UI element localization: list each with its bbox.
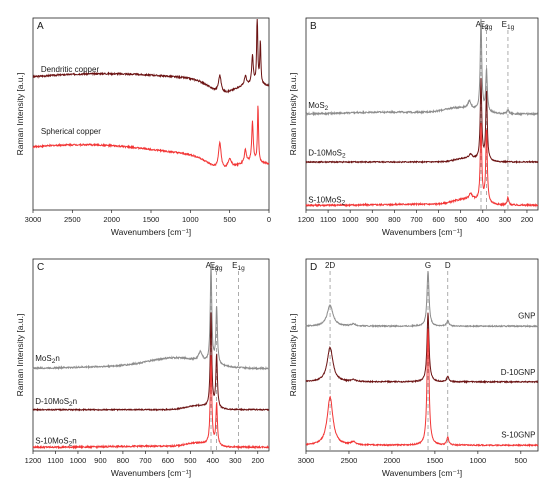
- ref-line-label: E1g: [502, 20, 515, 31]
- x-tick-label: 500: [515, 456, 528, 465]
- x-tick-label: 700: [139, 456, 152, 465]
- x-tick-label: 1100: [320, 215, 336, 224]
- series-label: Dendritic copper: [41, 65, 100, 74]
- series-label: D-10MoS2n: [35, 397, 77, 408]
- x-tick-label: 900: [366, 215, 379, 224]
- x-tick-label: 1500: [143, 215, 160, 224]
- y-axis-label: Raman Intensity [a.u.]: [288, 73, 298, 156]
- series-line: [32, 18, 270, 94]
- series-label: MoS2n: [35, 354, 60, 365]
- series-line: [305, 122, 539, 208]
- y-axis-label: Raman Intensity [a.u.]: [15, 314, 25, 397]
- panel-letter: C: [37, 262, 44, 273]
- series-label: GNP: [518, 312, 535, 321]
- x-axis-label: Wavenumbers [cm⁻¹]: [382, 468, 462, 478]
- x-tick-label: 700: [410, 215, 423, 224]
- ref-line-label: E1g: [232, 261, 245, 272]
- ref-line-label: A1g: [206, 261, 219, 272]
- series-line: [305, 270, 539, 329]
- x-tick-label: 1200: [25, 456, 42, 465]
- x-tick-label: 3000: [25, 215, 42, 224]
- series-line: [32, 312, 270, 412]
- y-axis-label: Raman Intensity [a.u.]: [288, 314, 298, 397]
- series-line: [305, 312, 539, 384]
- series-line: [32, 355, 270, 450]
- panel-letter: A: [37, 21, 44, 32]
- series-line: [32, 264, 270, 371]
- x-tick-label: 800: [117, 456, 130, 465]
- x-tick-label: 500: [454, 215, 467, 224]
- series-line: [305, 78, 539, 165]
- x-axis-label: Wavenumbers [cm⁻¹]: [382, 227, 462, 237]
- series-label: Spherical copper: [41, 127, 101, 136]
- panel-letter: D: [310, 262, 317, 273]
- y-axis-label: Raman Intensity [a.u.]: [15, 73, 25, 156]
- x-tick-label: 1500: [427, 456, 444, 465]
- ref-line-label: A1g: [476, 20, 489, 31]
- x-tick-label: 300: [229, 456, 242, 465]
- x-tick-label: 500: [184, 456, 197, 465]
- x-tick-label: 2500: [341, 456, 358, 465]
- x-tick-label: 2000: [103, 215, 120, 224]
- panel-B: B 1200 1100 1000 900 800 700 600 500 400 300 200 Wav…: [288, 17, 539, 237]
- ref-line-label: G: [425, 261, 431, 270]
- x-tick-label: 600: [432, 215, 445, 224]
- panel-C: C 1200 1100 1000 900 800 700 600 500 400 300 200 Wav…: [15, 258, 270, 478]
- x-tick-label: 200: [521, 215, 534, 224]
- x-tick-label: 200: [252, 456, 265, 465]
- series-label: S-10MoS2n: [35, 436, 76, 447]
- ref-line-label: E2g: [210, 261, 223, 272]
- x-tick-label: 3000: [298, 456, 315, 465]
- x-tick-label: 1000: [342, 215, 359, 224]
- x-tick-label: 1200: [298, 215, 315, 224]
- x-tick-label: 600: [162, 456, 175, 465]
- plot-frame: [305, 258, 539, 452]
- ref-line-label: E2g: [480, 20, 493, 31]
- x-tick-label: 0: [267, 215, 271, 224]
- x-axis-label: Wavenumbers [cm⁻¹]: [111, 468, 191, 478]
- panel-D: D 3000 2500 2000 1500 1000 500 Wavenumbers [cm⁻…: [288, 258, 539, 478]
- panel-A: A 3000 2500 2000 1500 1000 500 0 Wavenumbers [cm…: [15, 17, 271, 237]
- series-label: S-10MoS2: [308, 195, 345, 206]
- series-line: [305, 328, 539, 448]
- x-tick-label: 2500: [64, 215, 81, 224]
- series-label: MoS2: [308, 101, 328, 112]
- panel-letter: B: [310, 21, 317, 32]
- x-tick-label: 400: [207, 456, 220, 465]
- x-axis-label: Wavenumbers [cm⁻¹]: [111, 227, 191, 237]
- x-tick-label: 400: [477, 215, 490, 224]
- x-tick-label: 800: [388, 215, 401, 224]
- series-line: [32, 105, 270, 168]
- series-label: D-10GNP: [501, 368, 536, 377]
- x-tick-label: 1000: [470, 456, 487, 465]
- ref-line-label: 2D: [325, 261, 335, 270]
- x-tick-label: 900: [94, 456, 107, 465]
- ref-line-label: D: [445, 261, 451, 270]
- x-tick-label: 2000: [384, 456, 401, 465]
- plot-frame: [32, 258, 270, 452]
- x-tick-label: 1100: [47, 456, 63, 465]
- x-tick-label: 300: [499, 215, 512, 224]
- series-label: S-10GNP: [501, 431, 535, 440]
- plot-frame: [32, 17, 270, 211]
- series-label: D-10MoS2: [308, 148, 346, 159]
- x-tick-label: 1000: [182, 215, 199, 224]
- x-tick-label: 500: [223, 215, 236, 224]
- x-tick-label: 1000: [70, 456, 87, 465]
- series-line: [305, 18, 539, 117]
